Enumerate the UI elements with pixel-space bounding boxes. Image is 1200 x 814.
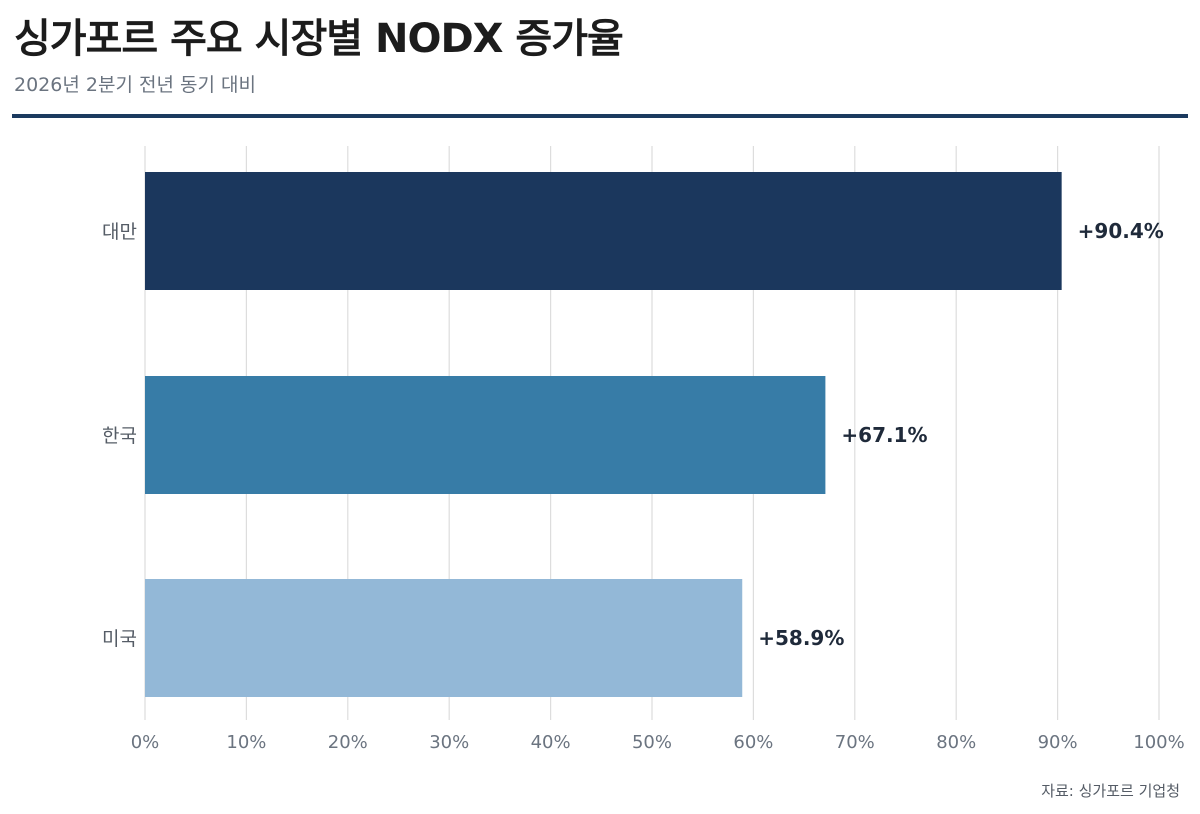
x-tick-label: 60%	[733, 732, 773, 753]
category-label: 대만	[102, 221, 137, 243]
bar-3	[145, 579, 743, 697]
x-tick-label: 80%	[936, 732, 976, 753]
bar-1	[145, 172, 1062, 290]
x-axis-ticks: 0% 10% 20% 30% 40% 50% 60% 70% 80% 90% 100%	[131, 732, 1185, 753]
x-tick-label: 30%	[429, 732, 469, 753]
value-label: +58.9%	[758, 626, 844, 650]
bar-2	[145, 376, 826, 494]
category-label: 미국	[102, 628, 137, 650]
x-tick-label: 50%	[632, 732, 672, 753]
bars	[145, 172, 1062, 697]
x-tick-label: 100%	[1133, 732, 1184, 753]
value-labels: +90.4% +67.1% +58.9%	[758, 219, 1164, 650]
value-label: +67.1%	[841, 423, 927, 447]
header-divider	[12, 114, 1188, 118]
source-note: 자료: 싱가포르 기업청	[1041, 782, 1180, 800]
x-tick-label: 70%	[835, 732, 875, 753]
x-tick-label: 40%	[531, 732, 571, 753]
category-label: 한국	[102, 425, 137, 447]
x-tick-label: 0%	[131, 732, 160, 753]
value-label: +90.4%	[1078, 219, 1164, 243]
x-tick-label: 10%	[226, 732, 266, 753]
x-tick-label: 20%	[328, 732, 368, 753]
chart-title: 싱가포르 주요 시장별 NODX 증가율	[14, 16, 624, 62]
x-tick-label: 90%	[1038, 732, 1078, 753]
chart-subtitle: 2026년 2분기 전년 동기 대비	[14, 74, 256, 96]
